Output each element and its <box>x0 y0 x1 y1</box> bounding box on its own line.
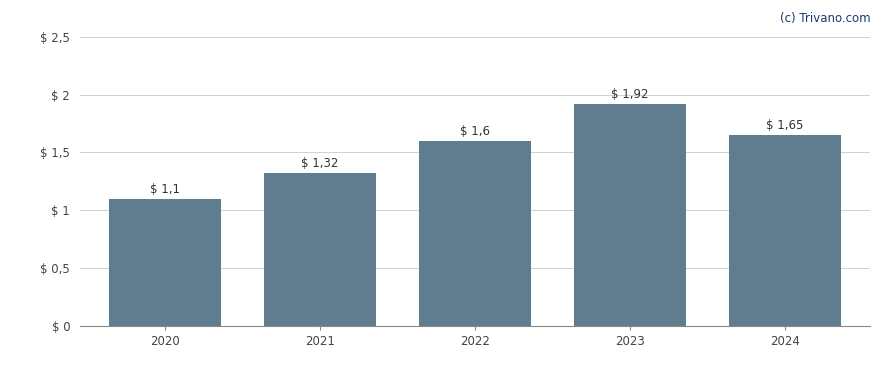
Text: $ 1,92: $ 1,92 <box>611 88 649 101</box>
Bar <box>575 104 686 326</box>
Text: (c) Trivano.com: (c) Trivano.com <box>780 13 870 26</box>
Text: $ 1,1: $ 1,1 <box>150 183 180 196</box>
Text: $ 1,65: $ 1,65 <box>766 119 804 132</box>
Text: $ 1,6: $ 1,6 <box>460 125 490 138</box>
Bar <box>729 135 841 326</box>
Text: $ 1,32: $ 1,32 <box>301 157 339 170</box>
Bar <box>109 199 221 326</box>
Bar <box>265 173 376 326</box>
Bar <box>419 141 531 326</box>
